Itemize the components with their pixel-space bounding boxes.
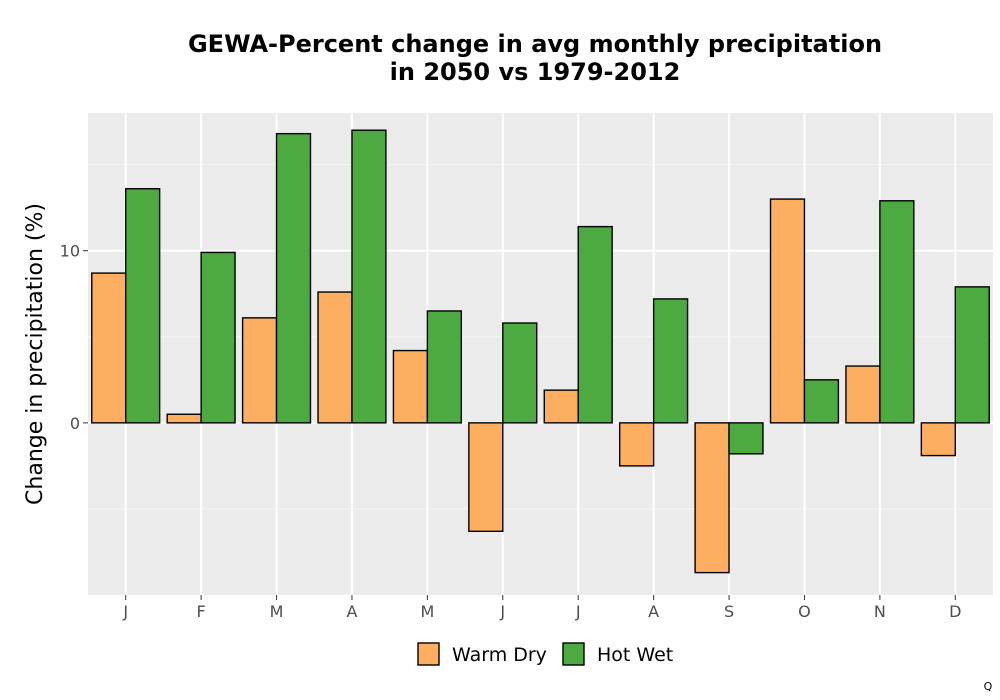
bar-warm-dry-2: [241, 317, 278, 424]
bar-warm-dry-0: [91, 272, 127, 424]
x-tick-label: J: [499, 602, 505, 621]
x-tick-label: J: [575, 602, 581, 621]
bar-warm-dry-3: [317, 291, 353, 424]
x-tick-label: O: [798, 602, 811, 621]
bar-hot-wet-2: [275, 132, 312, 424]
minor-gridlines: [88, 164, 993, 510]
bar-hot-wet-3: [351, 129, 387, 424]
bar-hot-wet-11: [954, 286, 990, 424]
y-axis-title: Change in precipitation (%): [23, 203, 48, 505]
bar-hot-wet-5: [502, 322, 538, 424]
bar-hot-wet-1: [200, 251, 236, 424]
bar-hot-wet-4: [426, 310, 463, 424]
bar-hot-wet-0: [125, 188, 161, 424]
y-tick-label: 0: [70, 414, 80, 433]
bar-warm-dry-8: [694, 422, 730, 574]
corner-mark: Q: [984, 680, 993, 693]
bar-warm-dry-6: [543, 389, 579, 424]
bars-group: [91, 129, 990, 574]
legend-key-warm-dry: [417, 642, 440, 666]
chart-title-line-2: in 2050 vs 1979-2012: [389, 58, 681, 86]
x-tick-label: D: [949, 602, 961, 621]
bar-hot-wet-7: [652, 298, 689, 424]
x-tick-label: N: [874, 602, 886, 621]
bar-hot-wet-8: [728, 422, 764, 455]
bar-warm-dry-11: [920, 422, 956, 457]
legend-label-warm-dry: Warm Dry: [452, 644, 547, 666]
x-tick-label: M: [420, 602, 434, 621]
y-tick-label: 10: [60, 242, 80, 261]
x-tick-label: A: [346, 602, 357, 621]
legend: Warm Dry Hot Wet: [417, 642, 673, 666]
x-tick-label: J: [122, 602, 128, 621]
bar-warm-dry-1: [166, 413, 202, 424]
bar-warm-dry-10: [845, 365, 881, 424]
chart-title: GEWA-Percent change in avg monthly preci…: [0, 30, 1000, 86]
plot-panel: [88, 113, 993, 595]
bar-hot-wet-10: [879, 200, 915, 424]
x-tick-label: A: [648, 602, 659, 621]
x-tick-label: F: [197, 602, 206, 621]
y-axis-ticks: 0 10: [60, 242, 88, 433]
bar-warm-dry-7: [618, 422, 655, 467]
bar-hot-wet-9: [803, 379, 840, 424]
legend-key-hot-wet: [562, 642, 585, 666]
x-tick-label: S: [724, 602, 734, 621]
legend-label-hot-wet: Hot Wet: [597, 644, 673, 666]
bar-warm-dry-9: [769, 198, 806, 424]
bar-warm-dry-5: [468, 422, 504, 533]
bar-warm-dry-4: [392, 349, 429, 424]
bar-hot-wet-6: [577, 225, 613, 424]
x-tick-label: M: [270, 602, 284, 621]
chart-title-line-1: GEWA-Percent change in avg monthly preci…: [187, 30, 883, 58]
